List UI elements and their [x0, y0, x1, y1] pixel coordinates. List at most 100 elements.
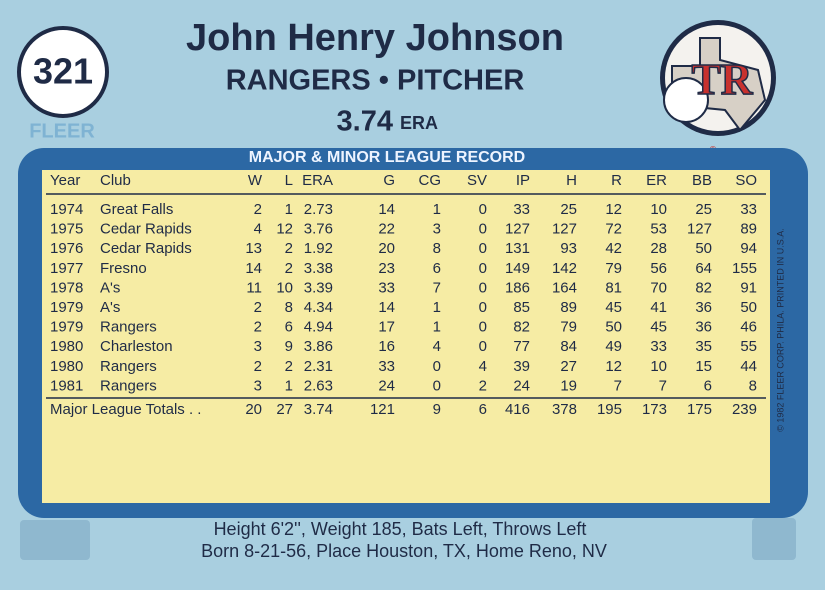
column-header: SO [735, 172, 757, 189]
table-cell: 1981 [50, 377, 83, 394]
table-cell: 0 [433, 377, 441, 394]
logo-letters: TR [691, 55, 753, 104]
table-cell: 89 [560, 299, 577, 316]
table-cell: Fresno [100, 260, 147, 277]
table-cell: 12 [276, 221, 293, 238]
table-cell: 6 [285, 319, 293, 336]
table-cell: 0 [479, 221, 487, 238]
table-cell: 42 [605, 240, 622, 257]
column-header: ERA [302, 172, 333, 189]
table-cell: A's [100, 279, 120, 296]
table-cell: 8 [433, 240, 441, 257]
table-cell: 50 [740, 299, 757, 316]
table-cell: 164 [552, 279, 577, 296]
table-cell: 45 [605, 299, 622, 316]
table-cell: 81 [605, 279, 622, 296]
table-cell: Rangers [100, 319, 157, 336]
table-cell: 41 [650, 299, 667, 316]
table-cell: 23 [378, 260, 395, 277]
table-cell: 4 [479, 358, 487, 375]
table-cell: 20 [378, 240, 395, 257]
table-cell: 13 [245, 240, 262, 257]
table-cell: 8 [285, 299, 293, 316]
table-cell: 9 [285, 338, 293, 355]
column-header: H [566, 172, 577, 189]
table-cell: 16 [378, 338, 395, 355]
table-cell: 0 [433, 358, 441, 375]
table-cell: 1980 [50, 358, 83, 375]
totals-cell: 239 [732, 401, 757, 418]
table-cell: 25 [560, 201, 577, 218]
table-cell: 53 [650, 221, 667, 238]
table-cell: 2 [479, 377, 487, 394]
table-cell: 11 [246, 279, 262, 296]
table-cell: 14 [378, 299, 395, 316]
totals-cell: 416 [505, 401, 530, 418]
table-cell: 72 [605, 221, 622, 238]
table-cell: 2 [254, 201, 262, 218]
table-cell: 7 [659, 377, 667, 394]
table-cell: 2 [285, 240, 293, 257]
table-cell: 1975 [50, 221, 83, 238]
table-cell: 1 [433, 201, 441, 218]
table-cell: 7 [433, 279, 441, 296]
table-cell: 24 [378, 377, 395, 394]
table-cell: 55 [740, 338, 757, 355]
column-header: G [383, 172, 395, 189]
table-cell: 6 [704, 377, 712, 394]
table-cell: 0 [479, 299, 487, 316]
table-cell: 2 [285, 260, 293, 277]
era-value: 3.74 [337, 106, 393, 138]
table-cell: Rangers [100, 377, 157, 394]
table-cell: 14 [378, 201, 395, 218]
table-cell: 2.63 [304, 377, 333, 394]
column-header: ER [646, 172, 667, 189]
table-cell: 33 [513, 201, 530, 218]
table-cell: 7 [614, 377, 622, 394]
table-cell: 49 [605, 338, 622, 355]
column-header: Year [50, 172, 80, 189]
logo-ball [663, 77, 709, 123]
table-cell: 149 [505, 260, 530, 277]
team-position: RANGERS • PITCHER [226, 65, 525, 97]
table-cell: 15 [695, 358, 712, 375]
totals-cell: 173 [642, 401, 667, 418]
totals-cell: Major League Totals . . [50, 401, 201, 418]
table-cell: 33 [378, 358, 395, 375]
table-cell: 1979 [50, 299, 83, 316]
column-header: CG [419, 172, 442, 189]
table-cell: Charleston [100, 338, 173, 355]
table-cell: 4 [254, 221, 262, 238]
table-cell: 14 [245, 260, 262, 277]
table-cell: 22 [378, 221, 395, 238]
table-cell: 28 [650, 240, 667, 257]
table-panel [42, 170, 770, 503]
table-cell: 82 [513, 319, 530, 336]
table-cell: 186 [505, 279, 530, 296]
table-cell: 33 [740, 201, 757, 218]
table-cell: 4 [433, 338, 441, 355]
bio-line: Height 6'2'', Weight 185, Bats Left, Thr… [214, 519, 587, 539]
table-cell: 82 [695, 279, 712, 296]
table-cell: 0 [479, 240, 487, 257]
table-cell: 2 [254, 319, 262, 336]
totals-cell: 27 [276, 401, 293, 418]
table-cell: 0 [479, 319, 487, 336]
table-cell: 56 [650, 260, 667, 277]
table-cell: 3.86 [304, 338, 333, 355]
player-name: John Henry Johnson [186, 17, 564, 59]
table-cell: 2 [285, 358, 293, 375]
table-cell: 1978 [50, 279, 83, 296]
table-cell: 155 [732, 260, 757, 277]
table-cell: 4.94 [304, 319, 333, 336]
table-cell: 3 [254, 338, 262, 355]
totals-cell: 175 [687, 401, 712, 418]
table-cell: 1 [285, 201, 293, 218]
table-cell: 2 [254, 358, 262, 375]
brand: FLEER [29, 120, 95, 142]
table-cell: 85 [513, 299, 530, 316]
table-cell: Cedar Rapids [100, 221, 192, 238]
table-cell: 1.92 [304, 240, 333, 257]
era-label: ERA [400, 113, 438, 133]
